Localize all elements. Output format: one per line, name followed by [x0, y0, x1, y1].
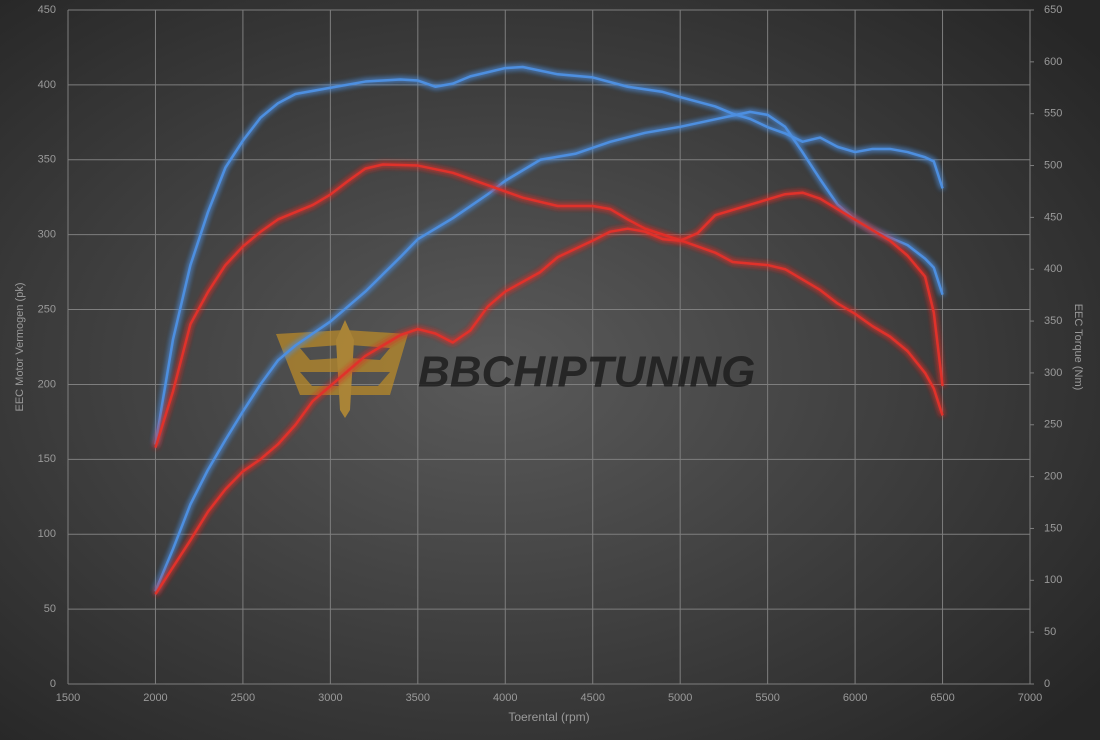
y-tick-label: 100: [38, 528, 56, 540]
x-tick-label: 1500: [56, 692, 80, 704]
y-tick-label: 200: [38, 378, 56, 390]
y2-tick-label: 600: [1044, 56, 1062, 68]
y2-tick-label: 550: [1044, 108, 1062, 120]
y2-tick-label: 650: [1044, 4, 1062, 16]
series-line: [154, 163, 944, 448]
y-axis-label: EEC Motor Vermogen (pk): [14, 283, 26, 412]
x-tick-label: 4500: [580, 692, 604, 704]
y2-tick-label: 300: [1044, 367, 1062, 379]
x-tick-label: 2500: [231, 692, 255, 704]
y-tick-label: 0: [50, 678, 56, 690]
y2-tick-label: 50: [1044, 626, 1056, 638]
y2-tick-label: 150: [1044, 522, 1062, 534]
watermark: BBCHIPTUNING: [418, 348, 755, 397]
y2-tick-label: 200: [1044, 471, 1062, 483]
x-tick-label: 5000: [668, 692, 692, 704]
x-tick-label: 6000: [843, 692, 867, 704]
series-line: [154, 65, 944, 445]
y-tick-label: 250: [38, 303, 56, 315]
x-tick-label: 4000: [493, 692, 517, 704]
x-tick-label: 5500: [755, 692, 779, 704]
y-tick-label: 150: [38, 453, 56, 465]
y2-tick-label: 450: [1044, 211, 1062, 223]
y2-tick-label: 500: [1044, 159, 1062, 171]
x-axis-label: Toerental (rpm): [508, 710, 589, 724]
x-tick-label: 3500: [406, 692, 430, 704]
y2-tick-label: 350: [1044, 315, 1062, 327]
y2-tick-label: 400: [1044, 263, 1062, 275]
grid: [67, 9, 1034, 685]
y-tick-label: 50: [44, 603, 56, 615]
x-tick-label: 7000: [1018, 692, 1042, 704]
x-tick-label: 2000: [143, 692, 167, 704]
series-line: [154, 191, 944, 595]
y2-tick-label: 250: [1044, 419, 1062, 431]
y-tick-label: 300: [38, 229, 56, 241]
y-tick-label: 450: [38, 4, 56, 16]
y-tick-label: 350: [38, 154, 56, 166]
x-tick-label: 6500: [930, 692, 954, 704]
y2-axis-label: EEC Torque (Nm): [1072, 304, 1084, 391]
y2-tick-label: 100: [1044, 574, 1062, 586]
y-tick-label: 400: [38, 79, 56, 91]
y2-tick-label: 0: [1044, 678, 1050, 690]
x-tick-label: 3000: [318, 692, 342, 704]
